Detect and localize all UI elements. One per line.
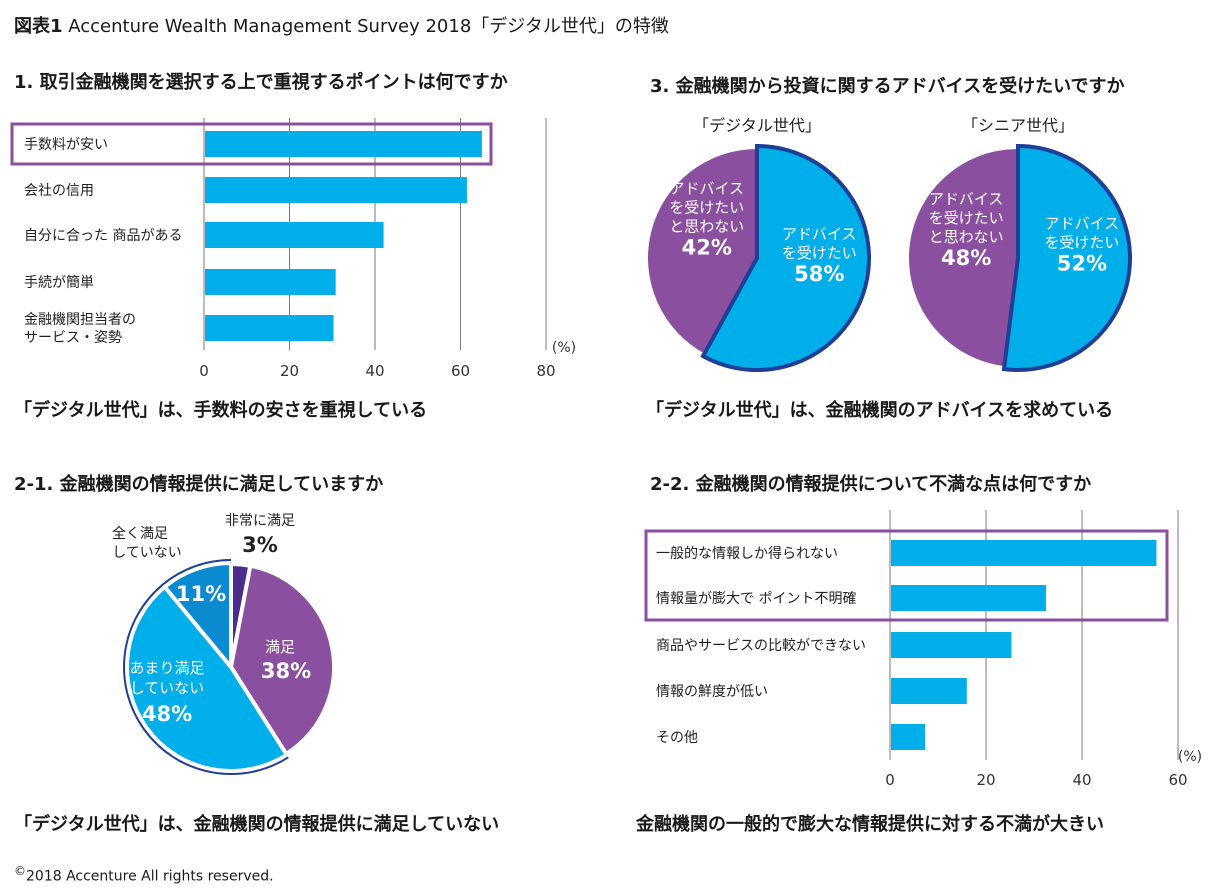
pie-subtitle: 「デジタル世代」 xyxy=(693,116,821,135)
slice-no-label: と思わない xyxy=(929,228,1004,246)
slice-yes-label: アドバイス xyxy=(1045,215,1120,233)
category-label: 一般的な情報しか得られない xyxy=(656,545,838,562)
slice-no-label: を受けたい xyxy=(669,199,744,217)
category-label: その他 xyxy=(656,730,698,746)
slice-very-satisfied-value: 3% xyxy=(242,533,278,557)
slice-no-label: アドバイス xyxy=(929,190,1004,208)
slice-not-at-all-label: 全く満足 xyxy=(112,525,168,542)
x-tick-label: 0 xyxy=(885,771,895,789)
slice-not-very-label: していない xyxy=(130,679,205,697)
bar xyxy=(891,678,967,704)
slice-not-at-all-value: 11% xyxy=(176,582,226,606)
bar xyxy=(891,632,1012,658)
slice-satisfied-value: 38% xyxy=(261,659,311,683)
figure-label: 図表1 xyxy=(14,16,63,37)
bar xyxy=(205,269,336,295)
section22-title: 2-2. 金融機関の情報提供について不満な点は何ですか xyxy=(650,474,1092,495)
slice-yes-label: を受けたい xyxy=(782,244,857,262)
x-tick-label: 40 xyxy=(1072,771,1091,789)
x-axis-unit-label: (%) xyxy=(1178,749,1202,765)
section22-caption: 金融機関の一般的で膨大な情報提供に対する不満が大きい xyxy=(636,814,1104,835)
x-tick-label: 0 xyxy=(199,362,209,380)
highlight-box xyxy=(10,122,493,166)
slice-very-satisfied-label: 非常に満足 xyxy=(225,513,295,529)
category-label: 自分に合った 商品がある xyxy=(24,228,182,244)
category-label: 情報の鮮度が低い xyxy=(656,684,768,700)
slice-no-label: アドバイス xyxy=(669,180,744,198)
x-tick-label: 60 xyxy=(1168,771,1187,789)
copyright: ©2018 Accenture All rights reserved. xyxy=(14,864,274,885)
category-label: 手続が簡単 xyxy=(24,274,94,291)
slice-satisfied-label: 満足 xyxy=(265,638,295,656)
bar xyxy=(205,315,334,341)
slice-yes-label: を受けたい xyxy=(1044,234,1119,252)
x-tick-label: 20 xyxy=(280,362,299,380)
slice-not-very-value: 48% xyxy=(142,702,192,726)
category-label: 情報量が膨大で ポイント不明確 xyxy=(656,590,856,607)
category-label: 金融機関担当者の xyxy=(24,312,136,328)
slice-no-label: を受けたい xyxy=(929,209,1004,227)
x-tick-label: 40 xyxy=(365,362,384,380)
pie-slice xyxy=(700,143,871,372)
section3-title: 3. 金融機関から投資に関するアドバイスを受けたいですか xyxy=(650,76,1125,97)
slice-not-very-label: あまり満足 xyxy=(129,659,204,677)
slice-yes-value: 58% xyxy=(794,262,844,286)
slice-no-value: 42% xyxy=(682,236,732,260)
slice-yes-value: 52% xyxy=(1057,252,1107,276)
figure-title: 図表1 Accenture Wealth Management Survey 2… xyxy=(14,12,669,38)
slice-no-value: 48% xyxy=(941,246,991,270)
x-tick-label: 60 xyxy=(451,362,470,380)
section3-caption: 「デジタル世代」は、金融機関のアドバイスを求めている xyxy=(646,400,1114,421)
bar xyxy=(891,585,1046,611)
section21-caption: 「デジタル世代」は、金融機関の情報提供に満足していない xyxy=(14,814,500,835)
slice-not-at-all-label: していない xyxy=(112,545,182,561)
category-label: 商品やサービスの比較ができない xyxy=(656,638,866,654)
section21-title: 2-1. 金融機関の情報提供に満足していますか xyxy=(14,474,384,495)
bar xyxy=(891,724,926,750)
pie-slice xyxy=(125,584,290,773)
copyright-text: 2018 Accenture All rights reserved. xyxy=(26,868,274,885)
category-label: サービス・姿勢 xyxy=(24,330,122,346)
slice-no-label: と思わない xyxy=(669,218,744,236)
bar xyxy=(205,177,467,203)
pie-slice xyxy=(161,560,233,673)
copyright-symbol: © xyxy=(14,864,26,878)
category-label: 会社の信用 xyxy=(24,183,94,199)
pie-subtitle: 「シニア世代」 xyxy=(962,116,1074,135)
category-label: 手数料が安い xyxy=(24,137,108,153)
x-tick-label: 20 xyxy=(976,771,995,789)
x-tick-label: 80 xyxy=(536,362,555,380)
figure-title-text: Accenture Wealth Management Survey 2018「… xyxy=(68,16,669,37)
slice-yes-label: アドバイス xyxy=(782,225,857,243)
section1-caption: 「デジタル世代」は、手数料の安さを重視している xyxy=(14,400,428,421)
bar xyxy=(891,540,1157,566)
chart3-pie-charts: 「デジタル世代」アドバイスを受けたい58%アドバイスを受けたいと思わない42%「… xyxy=(648,116,1132,372)
section1-title: 1. 取引金融機関を選択する上で重視するポイントは何ですか xyxy=(14,72,508,93)
pie-slice xyxy=(1001,143,1132,372)
pie-slice xyxy=(648,149,757,354)
bar xyxy=(205,222,384,248)
x-axis-unit-label: (%) xyxy=(552,340,576,356)
highlight-box xyxy=(644,529,1169,622)
bar xyxy=(205,131,482,157)
pie-slice xyxy=(909,149,1018,367)
